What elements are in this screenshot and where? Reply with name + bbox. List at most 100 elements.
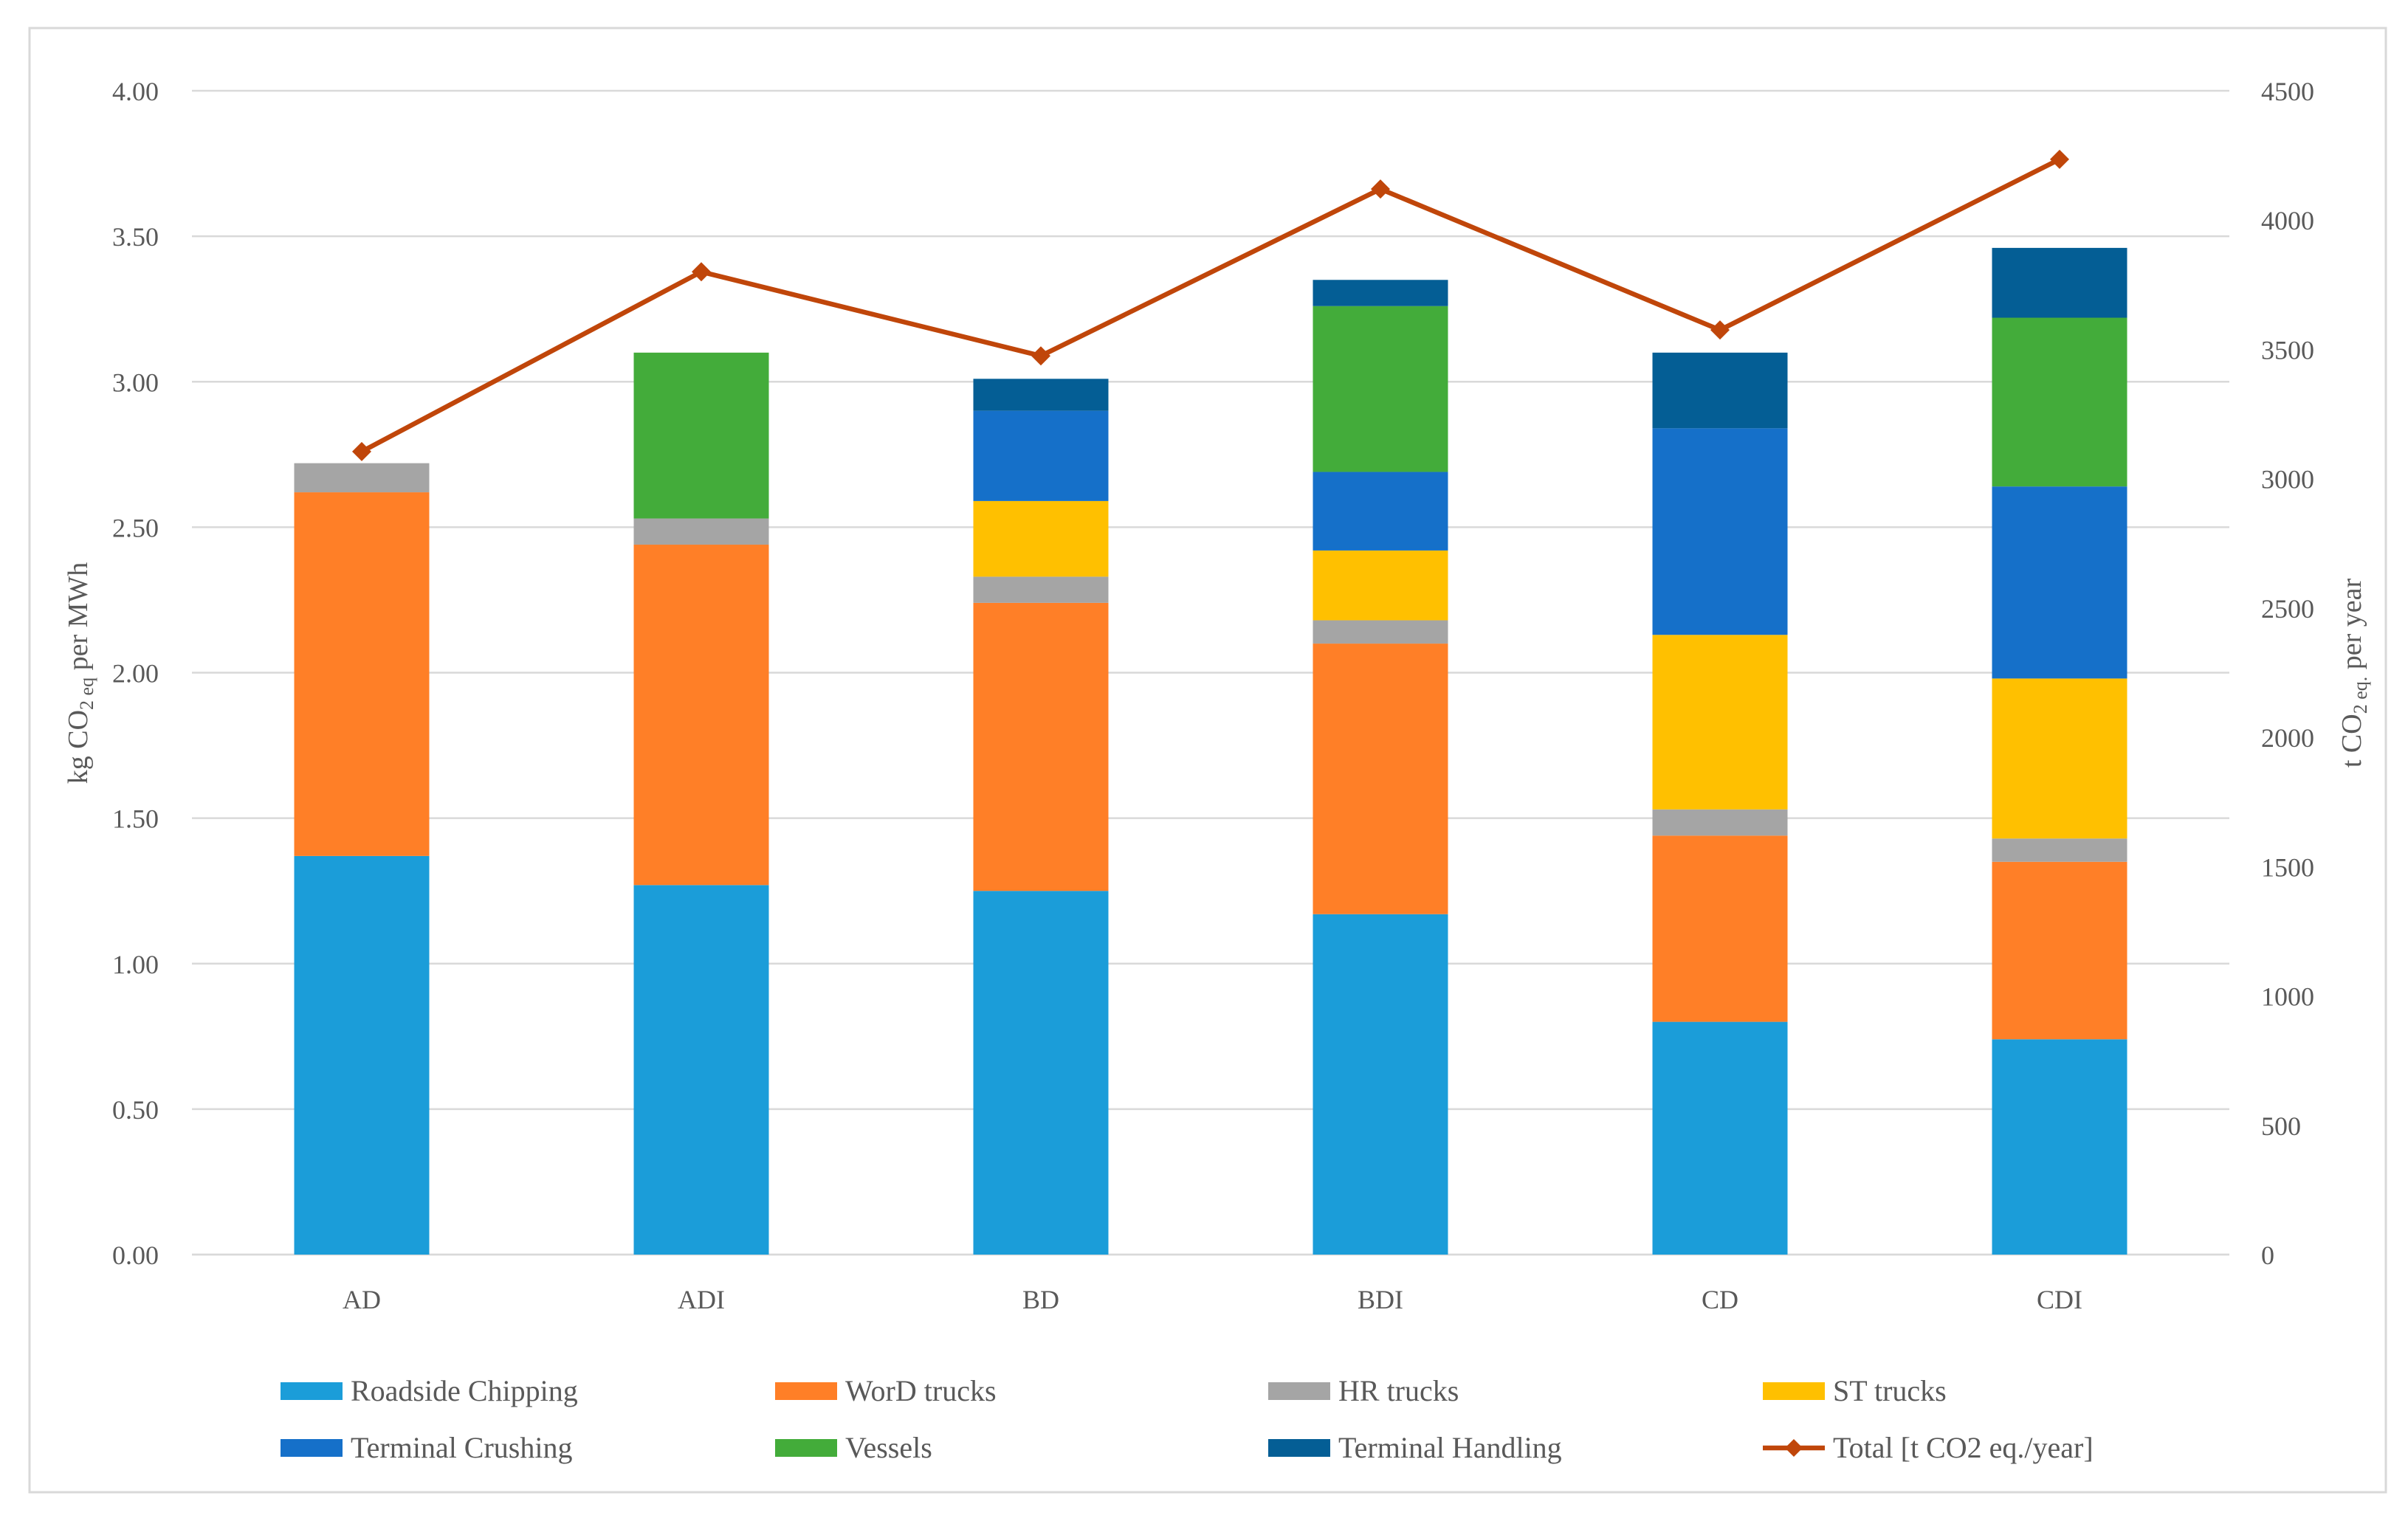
bar-terminal-handling-cd xyxy=(1652,352,1788,429)
legend-item: Terminal Crushing xyxy=(281,1431,573,1464)
y-tick-label: 4.00 xyxy=(112,77,159,106)
legend-item: Vessels xyxy=(775,1431,932,1464)
bar-terminal-handling-bdi xyxy=(1313,280,1448,306)
legend-item: WorD trucks xyxy=(775,1374,997,1407)
right-axis-label: t CO2 eq. per year xyxy=(2336,579,2371,768)
total-line xyxy=(352,149,2069,461)
bar-terminal-handling-cdi xyxy=(1992,247,2127,318)
left-axis-ticks: 0.00 0.50 1.00 1.50 2.00 2.50 3.00 3.50 4.00 xyxy=(112,77,159,1270)
y-tick-label: 3.50 xyxy=(112,222,159,252)
bar-roadside-chipping-bd xyxy=(973,891,1109,1255)
y-tick-label: 3.00 xyxy=(112,368,159,397)
y2-tick-label: 3000 xyxy=(2261,465,2314,494)
bar-terminal-crushing-bd xyxy=(973,410,1109,501)
y2-tick-label: 4500 xyxy=(2261,77,2314,106)
bar-hr-trucks-ad xyxy=(294,463,430,493)
gridlines xyxy=(192,89,2229,1256)
total-point-bdi xyxy=(1371,179,1390,199)
bar-vessels-adi xyxy=(633,352,769,519)
legend-swatch xyxy=(1268,1439,1330,1457)
bar-roadside-chipping-bdi xyxy=(1313,914,1448,1255)
bar-roadside-chipping-cd xyxy=(1652,1021,1788,1255)
legend-marker xyxy=(1785,1439,1803,1457)
legend-label: Vessels xyxy=(845,1431,932,1464)
legend-item: Terminal Handling xyxy=(1268,1431,1562,1464)
bar-hr-trucks-cdi xyxy=(1992,838,2127,862)
bars xyxy=(294,247,2127,1255)
bar-st-trucks-bd xyxy=(973,500,1109,577)
bar-st-trucks-cdi xyxy=(1992,678,2127,839)
x-tick-label: ADI xyxy=(678,1285,725,1314)
x-tick-label: CD xyxy=(1702,1285,1738,1314)
bar-roadside-chipping-adi xyxy=(633,885,769,1255)
bar-terminal-crushing-cd xyxy=(1652,428,1788,635)
bar-vessels-bdi xyxy=(1313,306,1448,472)
bar-vessels-cdi xyxy=(1992,317,2127,487)
x-tick-label: AD xyxy=(343,1285,381,1314)
legend-label: HR trucks xyxy=(1338,1374,1459,1407)
total-point-ad xyxy=(352,441,371,461)
bar-roadside-chipping-cdi xyxy=(1992,1039,2127,1255)
bar-stack-ad xyxy=(294,463,430,1255)
bar-word-trucks-cd xyxy=(1652,835,1788,1022)
bar-word-trucks-cdi xyxy=(1992,861,2127,1040)
legend-label: WorD trucks xyxy=(845,1374,997,1407)
bar-roadside-chipping-ad xyxy=(294,855,430,1255)
bar-stack-cdi xyxy=(1992,247,2127,1255)
legend-item: HR trucks xyxy=(1268,1374,1459,1407)
y-tick-label: 0.00 xyxy=(112,1241,159,1270)
bar-stack-bd xyxy=(973,379,1109,1255)
y2-tick-label: 1500 xyxy=(2261,852,2314,882)
y2-tick-label: 1000 xyxy=(2261,982,2314,1012)
y-tick-label: 1.50 xyxy=(112,804,159,834)
y-tick-label: 2.00 xyxy=(112,659,159,689)
bar-terminal-crushing-bdi xyxy=(1313,472,1448,551)
y-tick-label: 1.00 xyxy=(112,950,159,979)
legend-label: ST trucks xyxy=(1833,1374,1947,1407)
x-axis-ticks: AD ADI BD BDI CD CDI xyxy=(343,1285,2082,1314)
bar-st-trucks-bdi xyxy=(1313,550,1448,621)
legend-label: Total [t CO2 eq./year] xyxy=(1833,1431,2094,1464)
legend-swatch xyxy=(775,1382,837,1400)
legend-item: ST trucks xyxy=(1763,1374,1947,1407)
y-tick-label: 0.50 xyxy=(112,1095,159,1125)
bar-terminal-handling-bd xyxy=(973,379,1109,411)
legend-swatch xyxy=(281,1382,343,1400)
bar-stack-adi xyxy=(633,352,769,1255)
x-tick-label: BD xyxy=(1022,1285,1059,1314)
y2-tick-label: 2500 xyxy=(2261,594,2314,624)
right-axis-ticks: 0 500 1000 1500 2000 2500 3000 3500 4000 4500 xyxy=(2261,77,2314,1270)
total-point-cdi xyxy=(2050,149,2069,169)
y2-tick-label: 4000 xyxy=(2261,206,2314,235)
total-line-path xyxy=(360,156,2061,454)
legend-swatch xyxy=(1268,1382,1330,1400)
bar-stack-bdi xyxy=(1313,280,1448,1255)
legend-label: Roadside Chipping xyxy=(351,1374,578,1407)
y-tick-label: 2.50 xyxy=(112,513,159,542)
legend-swatch xyxy=(1763,1382,1825,1400)
y2-tick-label: 2000 xyxy=(2261,723,2314,753)
legend-swatch xyxy=(281,1439,343,1457)
legend-item: Roadside Chipping xyxy=(281,1374,578,1407)
y2-tick-label: 0 xyxy=(2261,1241,2274,1270)
legend: Roadside Chipping WorD trucks HR trucks ST … xyxy=(281,1374,2094,1464)
bar-st-trucks-cd xyxy=(1652,635,1788,810)
legend-label: Terminal Crushing xyxy=(351,1431,573,1464)
x-tick-label: CDI xyxy=(2037,1285,2082,1314)
bar-hr-trucks-adi xyxy=(633,518,769,545)
bar-hr-trucks-cd xyxy=(1652,809,1788,836)
y2-tick-label: 500 xyxy=(2261,1111,2301,1141)
bar-hr-trucks-bdi xyxy=(1313,620,1448,644)
legend-swatch xyxy=(775,1439,837,1457)
left-axis-label: kg CO2 eq per MWh xyxy=(63,562,97,784)
total-point-adi xyxy=(692,262,711,282)
bar-word-trucks-bdi xyxy=(1313,644,1448,914)
total-point-cd xyxy=(1710,320,1730,340)
bar-stack-cd xyxy=(1652,352,1788,1255)
bar-word-trucks-adi xyxy=(633,545,769,886)
bar-word-trucks-ad xyxy=(294,492,430,856)
bar-hr-trucks-bd xyxy=(973,576,1109,603)
bar-word-trucks-bd xyxy=(973,602,1109,891)
bar-terminal-crushing-cdi xyxy=(1992,486,2127,679)
